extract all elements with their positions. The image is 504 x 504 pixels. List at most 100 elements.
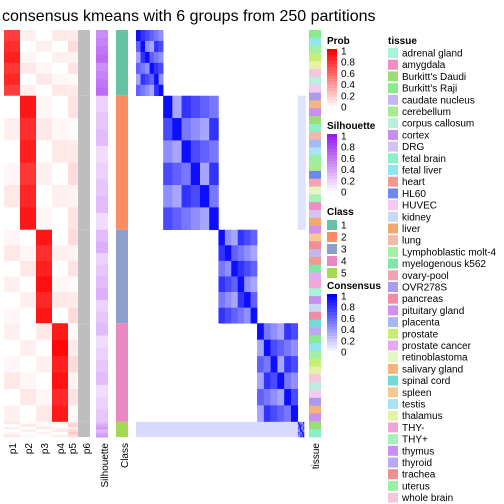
consensus-cell <box>140 40 146 53</box>
consensus-legend-swatch <box>327 294 337 298</box>
prob-cell-p1 <box>4 229 20 246</box>
consensus-cell <box>250 260 258 277</box>
tissue-legend-label: HUVEC <box>402 201 437 212</box>
tissue-legend-label: spleen <box>402 388 431 399</box>
tissue-legend-label: retinoblastoma <box>402 353 468 364</box>
prob-legend-swatch <box>327 73 337 77</box>
silhouette-legend-swatch <box>327 164 337 168</box>
consensus-cell <box>224 276 232 293</box>
consensus-cell <box>299 429 302 433</box>
prob-cell-p2 <box>20 388 36 406</box>
consensus-cell <box>172 118 182 141</box>
consensus-cell <box>154 30 159 42</box>
tissue-legend-swatch <box>388 317 398 328</box>
prob-cell-p4 <box>52 429 68 433</box>
tissue-cell <box>309 30 321 39</box>
tissue-legend-label: salivary gland <box>402 364 463 375</box>
prob-cell-p2 <box>20 421 36 425</box>
prob-cell-p5 <box>68 40 78 53</box>
tissue-annotation <box>309 30 321 438</box>
consensus-legend-swatch <box>327 306 337 310</box>
tissue-cell <box>309 303 321 313</box>
consensus-cell <box>250 276 258 293</box>
tissue-legend-label: placenta <box>402 318 440 329</box>
prob-cell-p5 <box>68 62 78 75</box>
prob-legend-swatch <box>327 52 337 56</box>
prob-cell-p3 <box>36 434 52 438</box>
consensus-legend-swatch <box>327 324 337 328</box>
prob-cell-p1 <box>4 339 20 357</box>
consensus-cell <box>298 431 301 435</box>
consensus-legend-swatch <box>327 312 337 316</box>
prob-cell-p5 <box>68 260 78 277</box>
silhouette-cell <box>96 87 108 97</box>
consensus-cell <box>140 84 146 97</box>
silhouette-legend-swatch <box>327 155 337 159</box>
tissue-legend-swatch <box>388 106 398 117</box>
silhouette-cell <box>96 409 108 423</box>
tissue-legend-swatch <box>388 235 398 246</box>
prob-cell-p2 <box>20 118 36 141</box>
tissue-legend-swatch <box>388 118 398 129</box>
consensus-cell <box>218 307 226 324</box>
consensus-cell <box>300 421 303 425</box>
prob-cell-p4 <box>52 229 68 246</box>
silhouette-cell <box>96 196 108 214</box>
silhouette-cell <box>96 372 108 386</box>
consensus-cell <box>209 95 219 119</box>
column-label-p2: p2 <box>24 443 35 455</box>
consensus-cell <box>209 185 219 208</box>
consensus-cell <box>301 426 304 430</box>
tissue-legend-swatch <box>388 94 398 105</box>
consensus-cell <box>270 323 278 340</box>
prob-cell-p2 <box>20 62 36 75</box>
prob-cell-p5 <box>68 73 78 86</box>
consensus-cell <box>298 421 301 425</box>
tissue-cell <box>309 37 321 47</box>
consensus-cell <box>136 421 298 437</box>
consensus-cell <box>250 292 258 308</box>
prob-legend-swatch <box>327 85 337 89</box>
silhouette-cell <box>96 179 108 197</box>
silhouette-cell <box>96 427 108 430</box>
silhouette-cell <box>96 38 108 47</box>
consensus-cell <box>218 292 226 308</box>
silhouette-legend-title: Silhouette <box>327 121 376 132</box>
tissue-legend-title: tissue <box>388 36 417 47</box>
prob-cell-p4 <box>52 207 68 231</box>
prob-cell-p5 <box>68 323 78 341</box>
consensus-cell <box>200 207 210 231</box>
consensus-cell <box>300 429 303 433</box>
prob-cell-p1 <box>4 276 20 293</box>
silhouette-legend-swatch <box>327 170 337 174</box>
prob-cell-p3 <box>36 323 52 341</box>
prob-cell-p1 <box>4 40 20 53</box>
silhouette-legend-swatch <box>327 149 337 153</box>
class-legend-label: 2 <box>341 233 347 244</box>
legends: Prob10.80.60.40.20Silhouette10.80.60.40.… <box>327 36 497 504</box>
prob-cell-p3 <box>36 426 52 430</box>
prob-cell-p1 <box>4 207 20 231</box>
consensus-cell <box>149 73 155 86</box>
consensus-cell <box>181 118 192 141</box>
prob-cell-p5 <box>68 424 78 428</box>
prob-cell-p5 <box>68 421 78 425</box>
prob-cell-p5 <box>68 426 78 430</box>
consensus-cell <box>277 405 285 423</box>
consensus-cell <box>299 431 302 435</box>
consensus-cell <box>290 339 299 357</box>
prob-cell-p3 <box>36 185 52 208</box>
tissue-cell <box>309 311 321 320</box>
prob-cell-p2 <box>20 245 36 262</box>
class-legend-label: 1 <box>341 221 347 232</box>
consensus-cell <box>172 162 182 186</box>
prob-cell-p6 <box>78 30 90 96</box>
consensus-cell <box>299 421 302 425</box>
consensus-cell <box>190 162 201 186</box>
consensus-cell <box>284 323 292 340</box>
prob-legend-swatch <box>327 94 337 98</box>
prob-legend-tick: 0.6 <box>341 69 355 80</box>
silhouette-cell <box>96 46 108 56</box>
tissue-legend-label: liver <box>402 224 421 235</box>
consensus-cell <box>298 426 301 430</box>
